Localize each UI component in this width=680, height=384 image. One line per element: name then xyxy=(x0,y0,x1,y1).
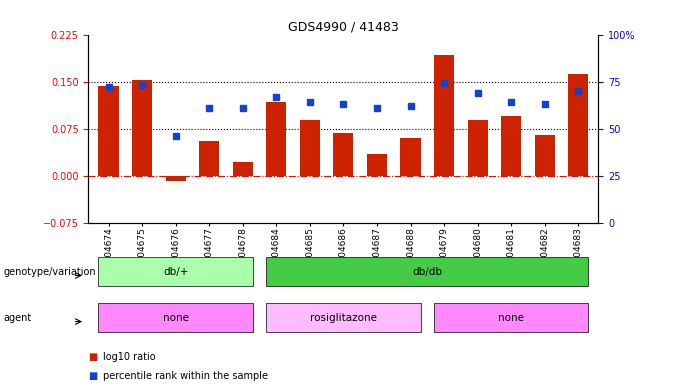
Bar xyxy=(99,86,118,176)
Bar xyxy=(333,133,354,176)
Bar xyxy=(468,121,488,176)
Title: GDS4990 / 41483: GDS4990 / 41483 xyxy=(288,20,398,33)
Bar xyxy=(534,135,555,176)
Text: rosiglitazone: rosiglitazone xyxy=(310,313,377,323)
Bar xyxy=(367,154,387,176)
Text: ■: ■ xyxy=(88,371,98,381)
Bar xyxy=(401,138,420,176)
Text: db/db: db/db xyxy=(412,266,442,277)
Bar xyxy=(300,121,320,176)
Text: agent: agent xyxy=(3,313,32,323)
Bar xyxy=(165,176,186,181)
Bar xyxy=(199,141,219,176)
Bar xyxy=(568,74,588,176)
Bar xyxy=(434,55,454,176)
Text: ■: ■ xyxy=(88,352,98,362)
Text: none: none xyxy=(163,313,188,323)
Text: genotype/variation: genotype/variation xyxy=(3,266,96,277)
Text: none: none xyxy=(498,313,524,323)
Bar xyxy=(267,102,286,176)
Text: log10 ratio: log10 ratio xyxy=(103,352,156,362)
Bar xyxy=(501,116,522,176)
Text: db/+: db/+ xyxy=(163,266,188,277)
Text: percentile rank within the sample: percentile rank within the sample xyxy=(103,371,269,381)
Bar xyxy=(132,80,152,176)
Bar xyxy=(233,162,253,176)
